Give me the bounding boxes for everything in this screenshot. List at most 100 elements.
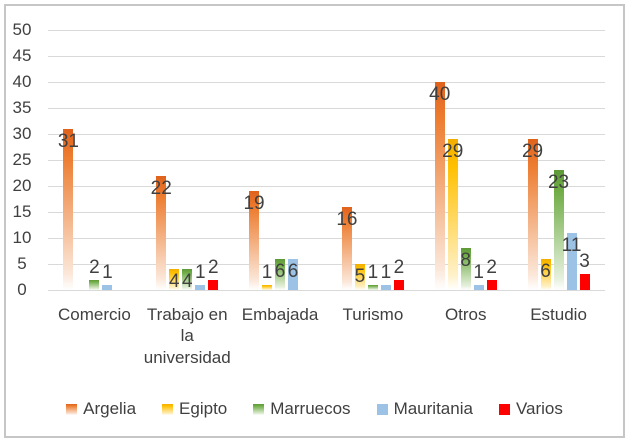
legend-item-varios: Varios <box>498 399 563 419</box>
bar-value-label: 6 <box>540 260 551 282</box>
bar-value-label: 2 <box>393 256 405 278</box>
gridline <box>48 107 605 109</box>
legend-marker-egipto <box>162 403 174 415</box>
bar-mauritania <box>566 232 577 290</box>
bar-varios <box>208 279 219 290</box>
bar-slot: 1 <box>194 30 206 290</box>
bar-slot: 1 <box>262 30 272 290</box>
gridline <box>48 55 605 57</box>
bar-mauritania <box>380 284 391 290</box>
category-group: 19 1 6 6 <box>234 30 327 290</box>
bar-argelia <box>434 82 445 290</box>
bar-value-label: 23 <box>547 172 570 194</box>
y-tick-label: 30 <box>12 124 32 143</box>
gridline <box>48 159 605 161</box>
gridline <box>48 211 605 213</box>
bar-argelia <box>156 175 167 290</box>
y-tick-label: 0 <box>17 280 27 299</box>
category-label: Turismo <box>326 304 419 368</box>
bar-value-label: 2 <box>89 256 100 278</box>
category-label-text: Otros <box>444 305 487 324</box>
y-tick-label: 40 <box>12 72 32 91</box>
legend-label: Mauritania <box>393 399 473 418</box>
bar-value-label: 1 <box>102 261 113 283</box>
plot-area: 31 2 1 22 4 4 1 2 19 1 6 6 16 5 1 1 2 40 29 8 1 2 29 6 23 11 3 <box>48 29 605 293</box>
category-label-text: Trabajo en la universidad <box>143 305 231 367</box>
y-tick-label: 10 <box>12 228 32 247</box>
bar-value-label: 1 <box>380 261 392 283</box>
gridline <box>48 237 605 239</box>
bar-slot: 11 <box>562 30 581 290</box>
legend-label: Varios <box>515 399 563 418</box>
bar-value-label: 8 <box>460 250 472 272</box>
category-label: Estudio <box>512 304 605 368</box>
bar-slot: 8 <box>460 30 472 290</box>
bar-argelia <box>249 191 260 290</box>
bar-value-label: 6 <box>287 260 299 282</box>
y-tick-label: 35 <box>12 98 32 117</box>
bar-value-label: 31 <box>57 130 79 152</box>
bar-argelia <box>341 206 352 290</box>
bar-slot: 4 <box>168 30 180 293</box>
legend-item-egipto: Egipto <box>162 399 227 419</box>
bar-marruecos <box>182 269 193 290</box>
bar-slot <box>76 30 86 290</box>
gridline <box>48 81 605 83</box>
bar-slot: 6 <box>288 30 298 290</box>
category-group: 16 5 1 1 2 <box>326 30 419 290</box>
bar-slot: 2 <box>486 30 497 290</box>
legend-item-argelia: Argelia <box>66 399 136 419</box>
legend-item-mauritania: Mauritania <box>376 399 473 419</box>
gridline <box>48 29 605 31</box>
category-label-text: Embajada <box>241 305 319 324</box>
bar-argelia <box>63 128 74 290</box>
gridline <box>48 289 605 291</box>
y-tick-label: 45 <box>12 46 32 65</box>
bar-value-label: 22 <box>150 177 172 199</box>
category-label: Otros <box>419 304 512 368</box>
bar-varios <box>579 274 590 290</box>
bar-groups: 31 2 1 22 4 4 1 2 19 1 6 6 16 5 1 1 2 40 29 8 1 2 29 6 23 11 3 <box>48 30 605 293</box>
bar-value-label: 1 <box>473 261 485 283</box>
bar-value-label: 29 <box>442 141 464 163</box>
bar-varios <box>486 279 497 290</box>
legend-marker-marruecos <box>253 403 265 415</box>
bar-value-label: 1 <box>367 261 379 283</box>
bar-value-label: 4 <box>168 271 180 293</box>
bar-slot: 5 <box>355 30 365 290</box>
bar-slot: 6 <box>540 30 551 290</box>
gridline <box>48 185 605 187</box>
y-tick-label: 15 <box>12 202 32 221</box>
bar-marruecos <box>460 248 471 290</box>
bar-marruecos <box>367 284 378 290</box>
bar-slot: 23 <box>548 30 569 290</box>
category-label-text: Comercio <box>58 305 131 324</box>
bar-slot: 2 <box>208 30 219 290</box>
bar-slot: 6 <box>275 30 285 290</box>
y-tick-label: 5 <box>17 254 27 273</box>
bar-value-label: 16 <box>336 208 358 230</box>
bar-varios <box>393 279 404 290</box>
bar-egipto <box>447 139 458 290</box>
bar-slot: 31 <box>58 30 79 290</box>
category-group: 31 2 1 <box>48 30 141 290</box>
bar-value-label: 1 <box>261 261 273 283</box>
legend-marker-argelia <box>66 403 78 415</box>
bar-slot: 1 <box>102 30 113 290</box>
bar-slot: 3 <box>579 30 590 290</box>
bar-value-label: 5 <box>354 266 366 287</box>
bar-value-label: 1 <box>194 261 206 283</box>
bar-slot: 2 <box>394 30 404 290</box>
category-label-text: Turismo <box>342 305 404 324</box>
legend-item-marruecos: Marruecos <box>253 399 351 419</box>
legend-label: Marruecos <box>270 399 351 418</box>
bar-value-label: 4 <box>181 271 193 293</box>
bar-argelia <box>527 139 538 290</box>
bar-slot: 1 <box>368 30 378 290</box>
bar-egipto <box>262 284 273 290</box>
legend-marker-mauritania <box>376 403 388 415</box>
bar-slot: 29 <box>442 30 463 290</box>
bar-value-label: 29 <box>521 141 544 163</box>
bar-value-label: 6 <box>274 260 286 282</box>
